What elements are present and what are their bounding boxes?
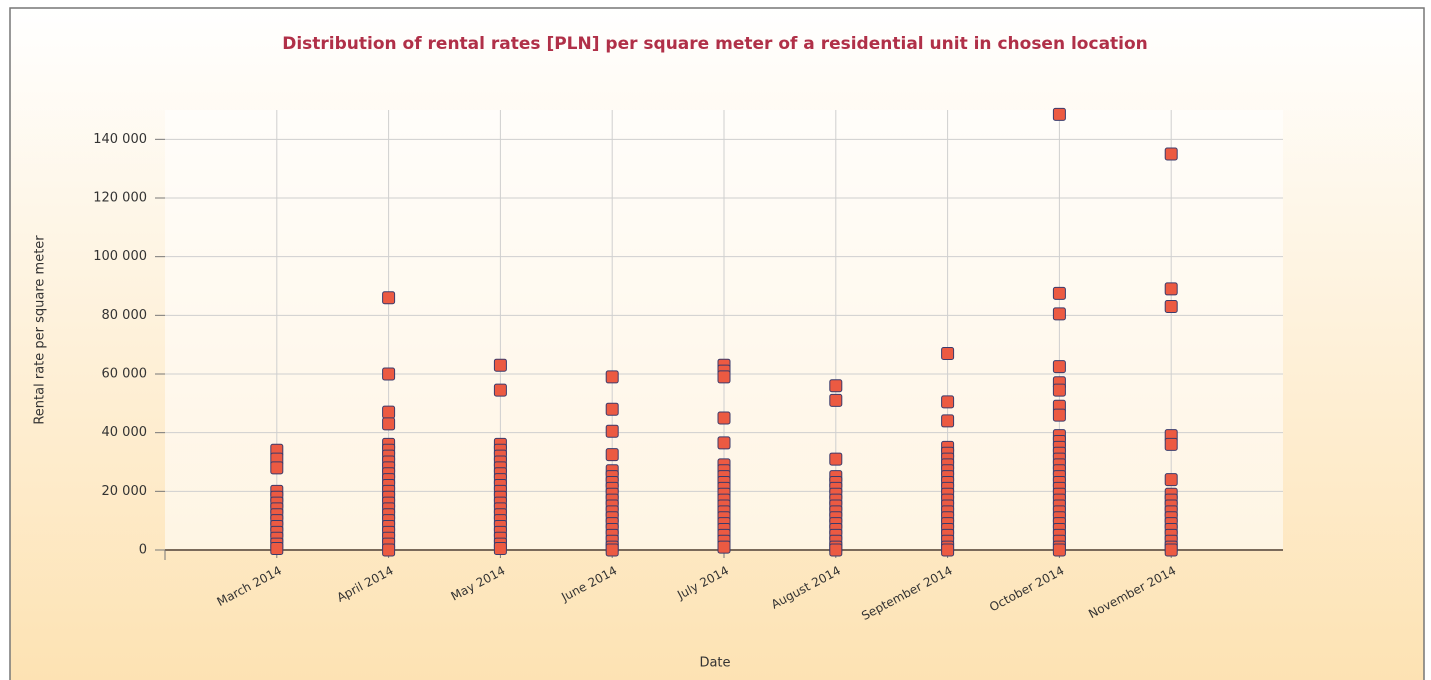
y-axis-title: Rental rate per square meter bbox=[33, 235, 48, 425]
point bbox=[941, 346, 955, 360]
point bbox=[1164, 473, 1178, 487]
y-tick-label: 120 000 bbox=[93, 191, 147, 206]
y-tick-label: 0 bbox=[139, 543, 147, 558]
point bbox=[493, 542, 507, 556]
point bbox=[1052, 307, 1066, 321]
point bbox=[941, 414, 955, 428]
point bbox=[1052, 107, 1066, 121]
chart-title: Distribution of rental rates [PLN] per s… bbox=[282, 34, 1148, 54]
point bbox=[1164, 543, 1178, 557]
point bbox=[829, 543, 843, 557]
point bbox=[829, 379, 843, 393]
point bbox=[1164, 147, 1178, 161]
point bbox=[605, 448, 619, 462]
point bbox=[605, 543, 619, 557]
point bbox=[941, 543, 955, 557]
point bbox=[717, 436, 731, 450]
y-tick-label: 40 000 bbox=[102, 425, 148, 440]
point bbox=[1052, 360, 1066, 374]
point bbox=[941, 395, 955, 409]
point bbox=[270, 542, 284, 556]
y-tick-label: 140 000 bbox=[93, 132, 147, 147]
point bbox=[605, 402, 619, 416]
point bbox=[382, 405, 396, 419]
point bbox=[829, 393, 843, 407]
point bbox=[1164, 282, 1178, 296]
point bbox=[1164, 300, 1178, 314]
point bbox=[270, 461, 284, 475]
point bbox=[829, 452, 843, 466]
point bbox=[382, 417, 396, 431]
point bbox=[717, 540, 731, 554]
x-axis-title: Date bbox=[699, 656, 730, 671]
point bbox=[1052, 408, 1066, 422]
point bbox=[493, 358, 507, 372]
point bbox=[717, 370, 731, 384]
point bbox=[605, 424, 619, 438]
y-tick-label: 100 000 bbox=[93, 249, 147, 264]
point bbox=[1164, 437, 1178, 451]
point bbox=[382, 291, 396, 305]
point bbox=[717, 411, 731, 425]
y-tick-label: 80 000 bbox=[102, 308, 148, 323]
point bbox=[1052, 286, 1066, 300]
point bbox=[382, 543, 396, 557]
point bbox=[1052, 543, 1066, 557]
point bbox=[382, 367, 396, 381]
point bbox=[605, 370, 619, 384]
y-tick-label: 20 000 bbox=[102, 484, 148, 499]
y-tick-label: 60 000 bbox=[102, 367, 148, 382]
point bbox=[493, 383, 507, 397]
point bbox=[1052, 383, 1066, 397]
